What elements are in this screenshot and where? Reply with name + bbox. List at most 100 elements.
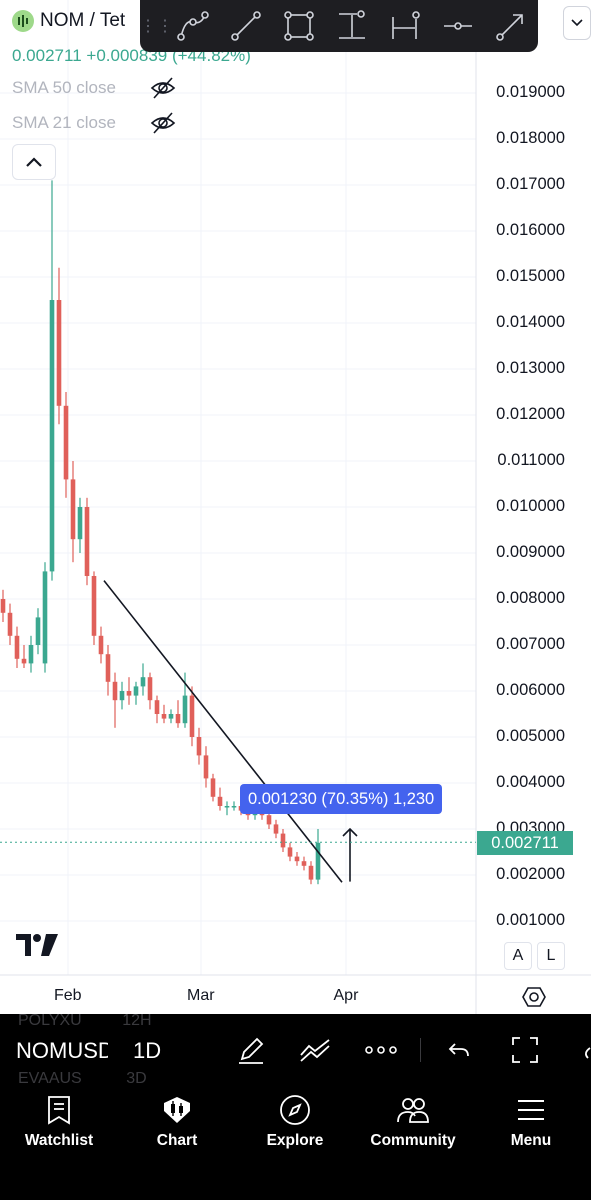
candle-body <box>42 571 48 664</box>
candle-body <box>154 700 160 714</box>
rectangle-tool-icon[interactable] <box>272 0 325 52</box>
candle-body <box>294 856 300 862</box>
candle-body <box>77 507 83 540</box>
interval-picker[interactable]: 1D <box>133 1038 162 1063</box>
compass-icon <box>279 1094 311 1126</box>
price-tick-label: 0.009000 <box>496 543 565 561</box>
price-tick-label: 0.006000 <box>496 681 565 699</box>
candle-body <box>280 833 286 848</box>
candle-body <box>56 300 62 406</box>
price-tick-label: 0.019000 <box>496 83 565 101</box>
tab-label: Menu <box>510 1132 552 1149</box>
tab-chart[interactable]: Chart <box>118 1086 236 1166</box>
candle-body <box>301 861 307 866</box>
candle-body <box>91 576 97 636</box>
toolbar-divider <box>420 1038 421 1062</box>
chevron-down-icon <box>571 19 583 27</box>
measure-arrow-drawing <box>342 827 358 882</box>
ghost-interval: 12H <box>122 1014 152 1029</box>
vertical-range-tool-icon[interactable] <box>325 0 378 52</box>
tab-label: Watchlist <box>24 1132 94 1149</box>
candle-body <box>105 654 111 682</box>
undo-icon[interactable] <box>441 1032 477 1068</box>
candle-body <box>287 847 293 857</box>
eye-hidden-icon[interactable] <box>150 75 176 101</box>
pen-tool-icon[interactable] <box>233 1032 269 1068</box>
price-tick-label: 0.002000 <box>496 865 565 883</box>
measure-label: 0.001230 (70.35%) 1,230 <box>240 784 443 814</box>
fullscreen-icon[interactable] <box>507 1032 543 1068</box>
ghost-symbol-name: EVAAUS <box>18 1070 82 1086</box>
trend-line-tool-icon[interactable] <box>219 0 272 52</box>
tab-label: Community <box>370 1132 456 1149</box>
collapse-legend-button[interactable] <box>12 144 56 180</box>
drawing-tools-icon[interactable] <box>297 1032 333 1068</box>
header-price: 0.002711 <box>12 46 82 65</box>
price-tick-label: 0.010000 <box>496 497 565 515</box>
candle-body <box>217 796 223 806</box>
symbol-picker[interactable]: NOMUSDT <box>16 1038 108 1063</box>
ghost-interval: 3D <box>126 1070 147 1086</box>
arrow-tool-icon[interactable] <box>484 0 537 52</box>
ghost-symbol-below: EVAAUS 3D <box>18 1070 147 1086</box>
candle-body <box>119 691 125 701</box>
price-tick-label: 0.007000 <box>496 635 565 653</box>
horizontal-range-tool-icon[interactable] <box>378 0 431 52</box>
symbol-name: NOM / Tet <box>40 10 126 31</box>
ghost-symbol-above: POLYXU 12H <box>18 1014 152 1030</box>
clipped-icon <box>580 1046 591 1059</box>
candle-body <box>161 714 167 719</box>
candle-body <box>28 645 34 664</box>
tab-community[interactable]: Community <box>354 1086 472 1166</box>
auto-scale-button[interactable]: A <box>504 942 532 970</box>
price-tick-label: 0.005000 <box>496 727 565 745</box>
tab-explore[interactable]: Explore <box>236 1086 354 1166</box>
tab-watchlist[interactable]: Watchlist <box>0 1086 118 1166</box>
log-scale-button[interactable]: L <box>537 942 565 970</box>
path-tool-icon[interactable] <box>166 0 219 52</box>
candle-body <box>308 865 314 880</box>
price-tick-label: 0.015000 <box>496 267 565 285</box>
tradingview-logo-icon[interactable] <box>16 934 58 961</box>
price-tick-label: 0.008000 <box>496 589 565 607</box>
candle-body <box>70 479 76 540</box>
candle-body <box>266 815 272 825</box>
bottom-tab-bar: Watchlist Chart Explore Community Menu <box>0 1086 591 1200</box>
chart-icon <box>160 1094 194 1126</box>
indicator-sma50-label[interactable]: SMA 50 close <box>12 78 116 97</box>
symbol-logo-icon <box>12 10 34 32</box>
tab-label: Explore <box>266 1132 324 1149</box>
tab-label: Chart <box>156 1132 198 1149</box>
candle-body <box>140 677 146 687</box>
symbol-title[interactable]: NOM / Tet <box>12 10 125 32</box>
candle-body <box>147 677 153 701</box>
indicator-sma21-label[interactable]: SMA 21 close <box>12 113 116 132</box>
chart-bottom-toolbar: POLYXU 12H NOMUSDT 1D EVAAUS 3D <box>0 1014 591 1086</box>
trend-line-drawing <box>103 580 343 883</box>
candle-body <box>0 599 6 613</box>
eye-hidden-icon[interactable] <box>150 110 176 136</box>
last-price-tag: 0.002711 <box>477 831 573 855</box>
candle-body <box>210 778 216 797</box>
horizontal-ray-tool-icon[interactable] <box>431 0 484 52</box>
more-icon[interactable] <box>363 1032 399 1068</box>
chart-settings-icon[interactable] <box>522 985 546 1014</box>
symbol-dropdown-button[interactable] <box>563 6 591 40</box>
candle-body <box>224 806 230 808</box>
candle-body <box>49 300 55 572</box>
price-tick-label: 0.001000 <box>496 911 565 929</box>
menu-icon <box>517 1094 545 1126</box>
candle-body <box>168 714 174 719</box>
chevron-up-icon <box>26 157 42 167</box>
price-tick-label: 0.016000 <box>496 221 565 239</box>
time-tick-label: Mar <box>187 987 215 1004</box>
time-tick-label: Apr <box>333 987 359 1004</box>
candle-body <box>126 691 132 696</box>
price-tick-label: 0.011000 <box>497 451 565 469</box>
price-tick-label: 0.018000 <box>496 129 565 147</box>
arrow-head <box>342 827 358 837</box>
drag-handle-icon[interactable]: ⋮⋮ <box>140 18 174 35</box>
time-tick-label: Feb <box>54 987 82 1004</box>
price-tick-label: 0.004000 <box>496 773 565 791</box>
tab-menu[interactable]: Menu <box>472 1086 590 1166</box>
